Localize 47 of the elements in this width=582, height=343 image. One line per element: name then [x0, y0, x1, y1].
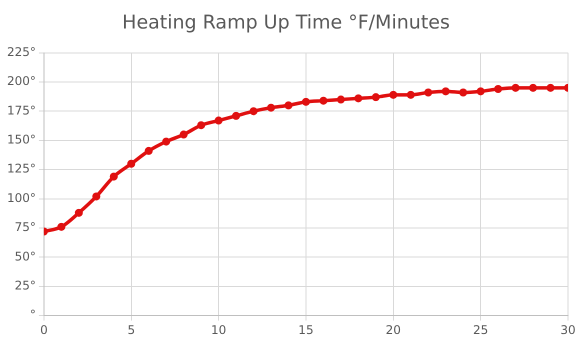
point: [180, 130, 188, 139]
y-tick-label: 125°: [7, 162, 36, 176]
y-tick-label: 225°: [7, 44, 36, 59]
x-tick-label: 25: [473, 322, 488, 337]
point: [459, 88, 468, 97]
point: [494, 85, 502, 94]
x-tick-label: 10: [210, 322, 226, 337]
y-tick-label: 200°: [7, 74, 36, 88]
point: [214, 116, 223, 125]
point: [110, 172, 118, 181]
point: [529, 84, 538, 92]
point: [302, 98, 310, 106]
point: [250, 107, 258, 116]
point: [57, 222, 66, 231]
x-tick-label: 5: [127, 322, 136, 337]
point: [546, 84, 555, 92]
point: [389, 90, 398, 99]
x-tick-label: 0: [40, 322, 48, 337]
y-tick-label: 175°: [7, 103, 36, 118]
point: [406, 90, 415, 99]
y-tick-label: 25°: [14, 278, 36, 293]
point: [197, 121, 206, 130]
point: [232, 112, 240, 120]
point: [92, 192, 100, 200]
chart-title: Heating Ramp Up Time °F/Minutes: [122, 11, 450, 34]
point: [354, 94, 362, 102]
point: [424, 88, 432, 97]
point: [372, 93, 380, 102]
y-tick-label: °: [30, 308, 36, 322]
point: [336, 96, 345, 104]
point: [127, 160, 136, 168]
point: [162, 138, 170, 146]
point: [284, 101, 292, 110]
point: [476, 87, 485, 96]
point: [74, 208, 83, 217]
point: [319, 96, 328, 105]
point: [442, 87, 450, 96]
y-tick-label: 100°: [7, 190, 36, 205]
point: [144, 146, 153, 155]
x-tick-label: 20: [386, 322, 401, 337]
x-tick-label: 30: [560, 322, 576, 337]
y-tick-label: 150°: [7, 132, 36, 147]
y-tick-label: 50°: [14, 249, 36, 264]
y-tick-label: 75°: [14, 220, 36, 234]
x-tick-label: 15: [298, 322, 314, 337]
point: [267, 104, 276, 112]
point: [512, 84, 520, 92]
